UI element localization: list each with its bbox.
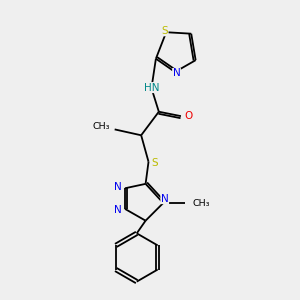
Text: CH₃: CH₃ <box>93 122 110 131</box>
Text: O: O <box>184 111 192 121</box>
Text: CH₃: CH₃ <box>193 199 210 208</box>
Text: N: N <box>114 182 122 192</box>
Text: S: S <box>152 158 158 168</box>
Text: HN: HN <box>144 82 159 93</box>
Text: S: S <box>161 26 168 36</box>
Text: N: N <box>172 68 180 78</box>
Text: N: N <box>161 194 169 204</box>
Text: N: N <box>114 206 122 215</box>
